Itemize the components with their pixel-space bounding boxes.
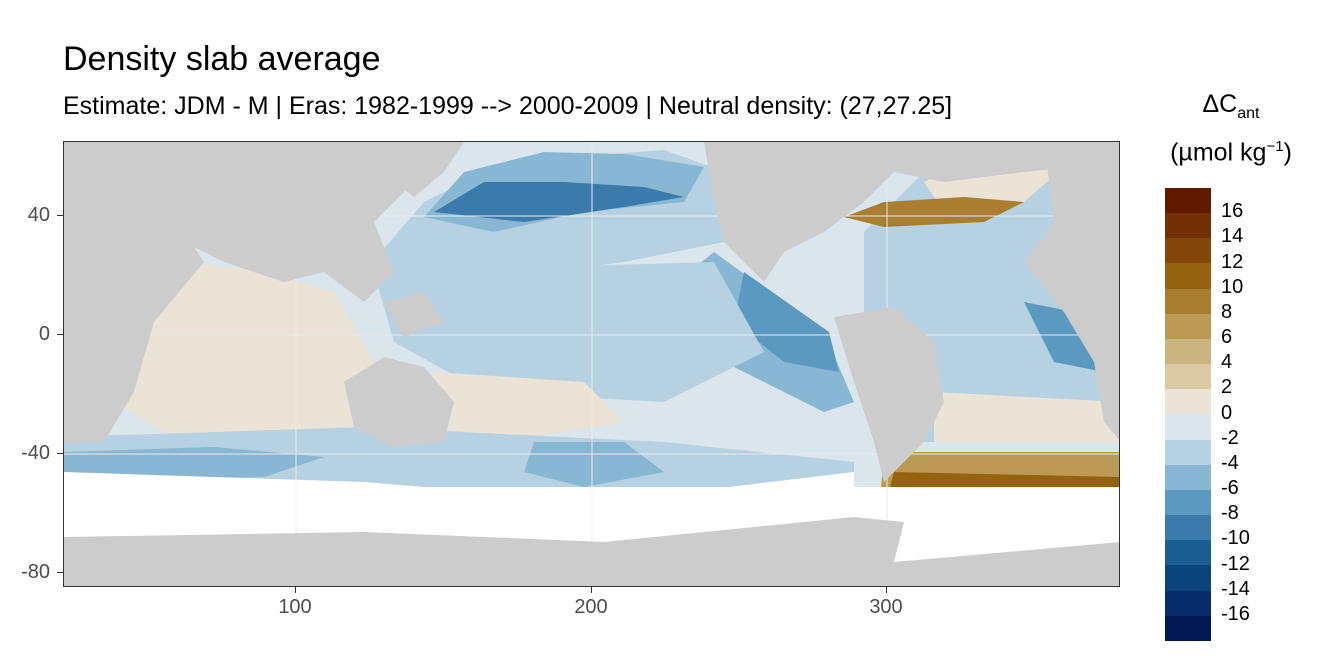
legend-label: -12	[1221, 552, 1250, 575]
y-tick-mark	[57, 215, 63, 216]
legend-label: 12	[1221, 250, 1244, 273]
south-pacific-patch	[524, 442, 664, 487]
legend-label: 8	[1221, 300, 1233, 323]
legend-label: 0	[1221, 401, 1233, 424]
map-svg	[64, 142, 1119, 586]
central-pacific	[374, 262, 764, 402]
legend-label: 14	[1221, 225, 1244, 248]
east-pacific-core	[734, 272, 839, 372]
legend-label: 10	[1221, 275, 1244, 298]
legend-label: -4	[1221, 451, 1239, 474]
land-masses	[64, 142, 1119, 586]
west-pacific-tan	[424, 372, 624, 442]
maritime-asia-land	[384, 292, 444, 337]
legend-color-step	[1165, 288, 1211, 314]
europe-africa-land	[1024, 142, 1119, 440]
east-asia-land	[394, 142, 464, 197]
legend-color-step	[1165, 565, 1211, 591]
legend-label: -16	[1221, 602, 1250, 625]
legend-label: -2	[1221, 426, 1239, 449]
legend-label: 4	[1221, 351, 1233, 374]
legend-title-line1: ΔCant	[1202, 90, 1260, 122]
legend-color-step	[1165, 489, 1211, 516]
legend-color-step	[1165, 313, 1211, 339]
north-america-west	[704, 142, 894, 282]
north-pacific-jet	[434, 182, 684, 222]
x-tick-mark	[591, 587, 592, 593]
legend-label: -6	[1221, 477, 1239, 499]
legend-color-step	[1165, 213, 1211, 239]
south-america-land	[834, 307, 944, 482]
legend-color-step	[1165, 263, 1211, 289]
gulf-stream-band	[844, 197, 1024, 227]
chart-subtitle: Estimate: JDM - M | Eras: 1982-1999 --> …	[63, 92, 953, 120]
legend-color-step	[1165, 414, 1211, 440]
legend-color-step	[1165, 590, 1211, 616]
chart-title: Density slab average	[63, 40, 381, 78]
legend-label: 6	[1221, 326, 1233, 348]
x-tick-label: 300	[869, 596, 903, 618]
x-tick-mark	[295, 587, 296, 593]
y-tick-label: 0	[38, 323, 50, 345]
legend-colorbar	[1165, 188, 1211, 641]
y-tick-mark	[57, 334, 63, 335]
southern-indian-band	[64, 447, 324, 480]
australia-land	[344, 357, 454, 447]
y-tick-label: -80	[21, 561, 50, 583]
legend-color-step	[1165, 389, 1211, 415]
x-tick-label: 100	[278, 596, 312, 618]
legend-title-line2: (µmol kg−1)	[1170, 138, 1292, 167]
indian-ocean	[114, 262, 374, 442]
legend-color-step	[1165, 540, 1211, 566]
legend-color-step	[1165, 188, 1211, 214]
legend-label: 16	[1221, 200, 1244, 223]
x-tick-label: 200	[574, 596, 608, 618]
africa-land	[64, 142, 204, 442]
legend-label: -14	[1221, 577, 1250, 600]
antarctica-land	[64, 517, 1119, 586]
southern-ice-edge	[64, 472, 854, 537]
south-atlantic-dark-brown	[884, 472, 1119, 510]
y-tick-label: -40	[21, 442, 50, 464]
legend-label: -10	[1221, 527, 1250, 550]
legend-color-step	[1165, 515, 1211, 541]
legend-label: -8	[1221, 502, 1239, 525]
y-tick-mark	[57, 572, 63, 573]
map-panel	[63, 141, 1120, 587]
x-tick-mark	[886, 587, 887, 593]
legend-color-step	[1165, 364, 1211, 390]
legend-color-step	[1165, 439, 1211, 465]
asia-land	[134, 142, 414, 302]
legend-color-step	[1165, 238, 1211, 264]
legend-color-step	[1165, 615, 1211, 641]
y-tick-label: 40	[27, 204, 50, 226]
legend-color-step	[1165, 338, 1211, 365]
legend-label: 2	[1221, 376, 1233, 399]
legend-color-step	[1165, 464, 1211, 490]
y-tick-mark	[57, 453, 63, 454]
south-atlantic-tan	[934, 392, 1119, 442]
